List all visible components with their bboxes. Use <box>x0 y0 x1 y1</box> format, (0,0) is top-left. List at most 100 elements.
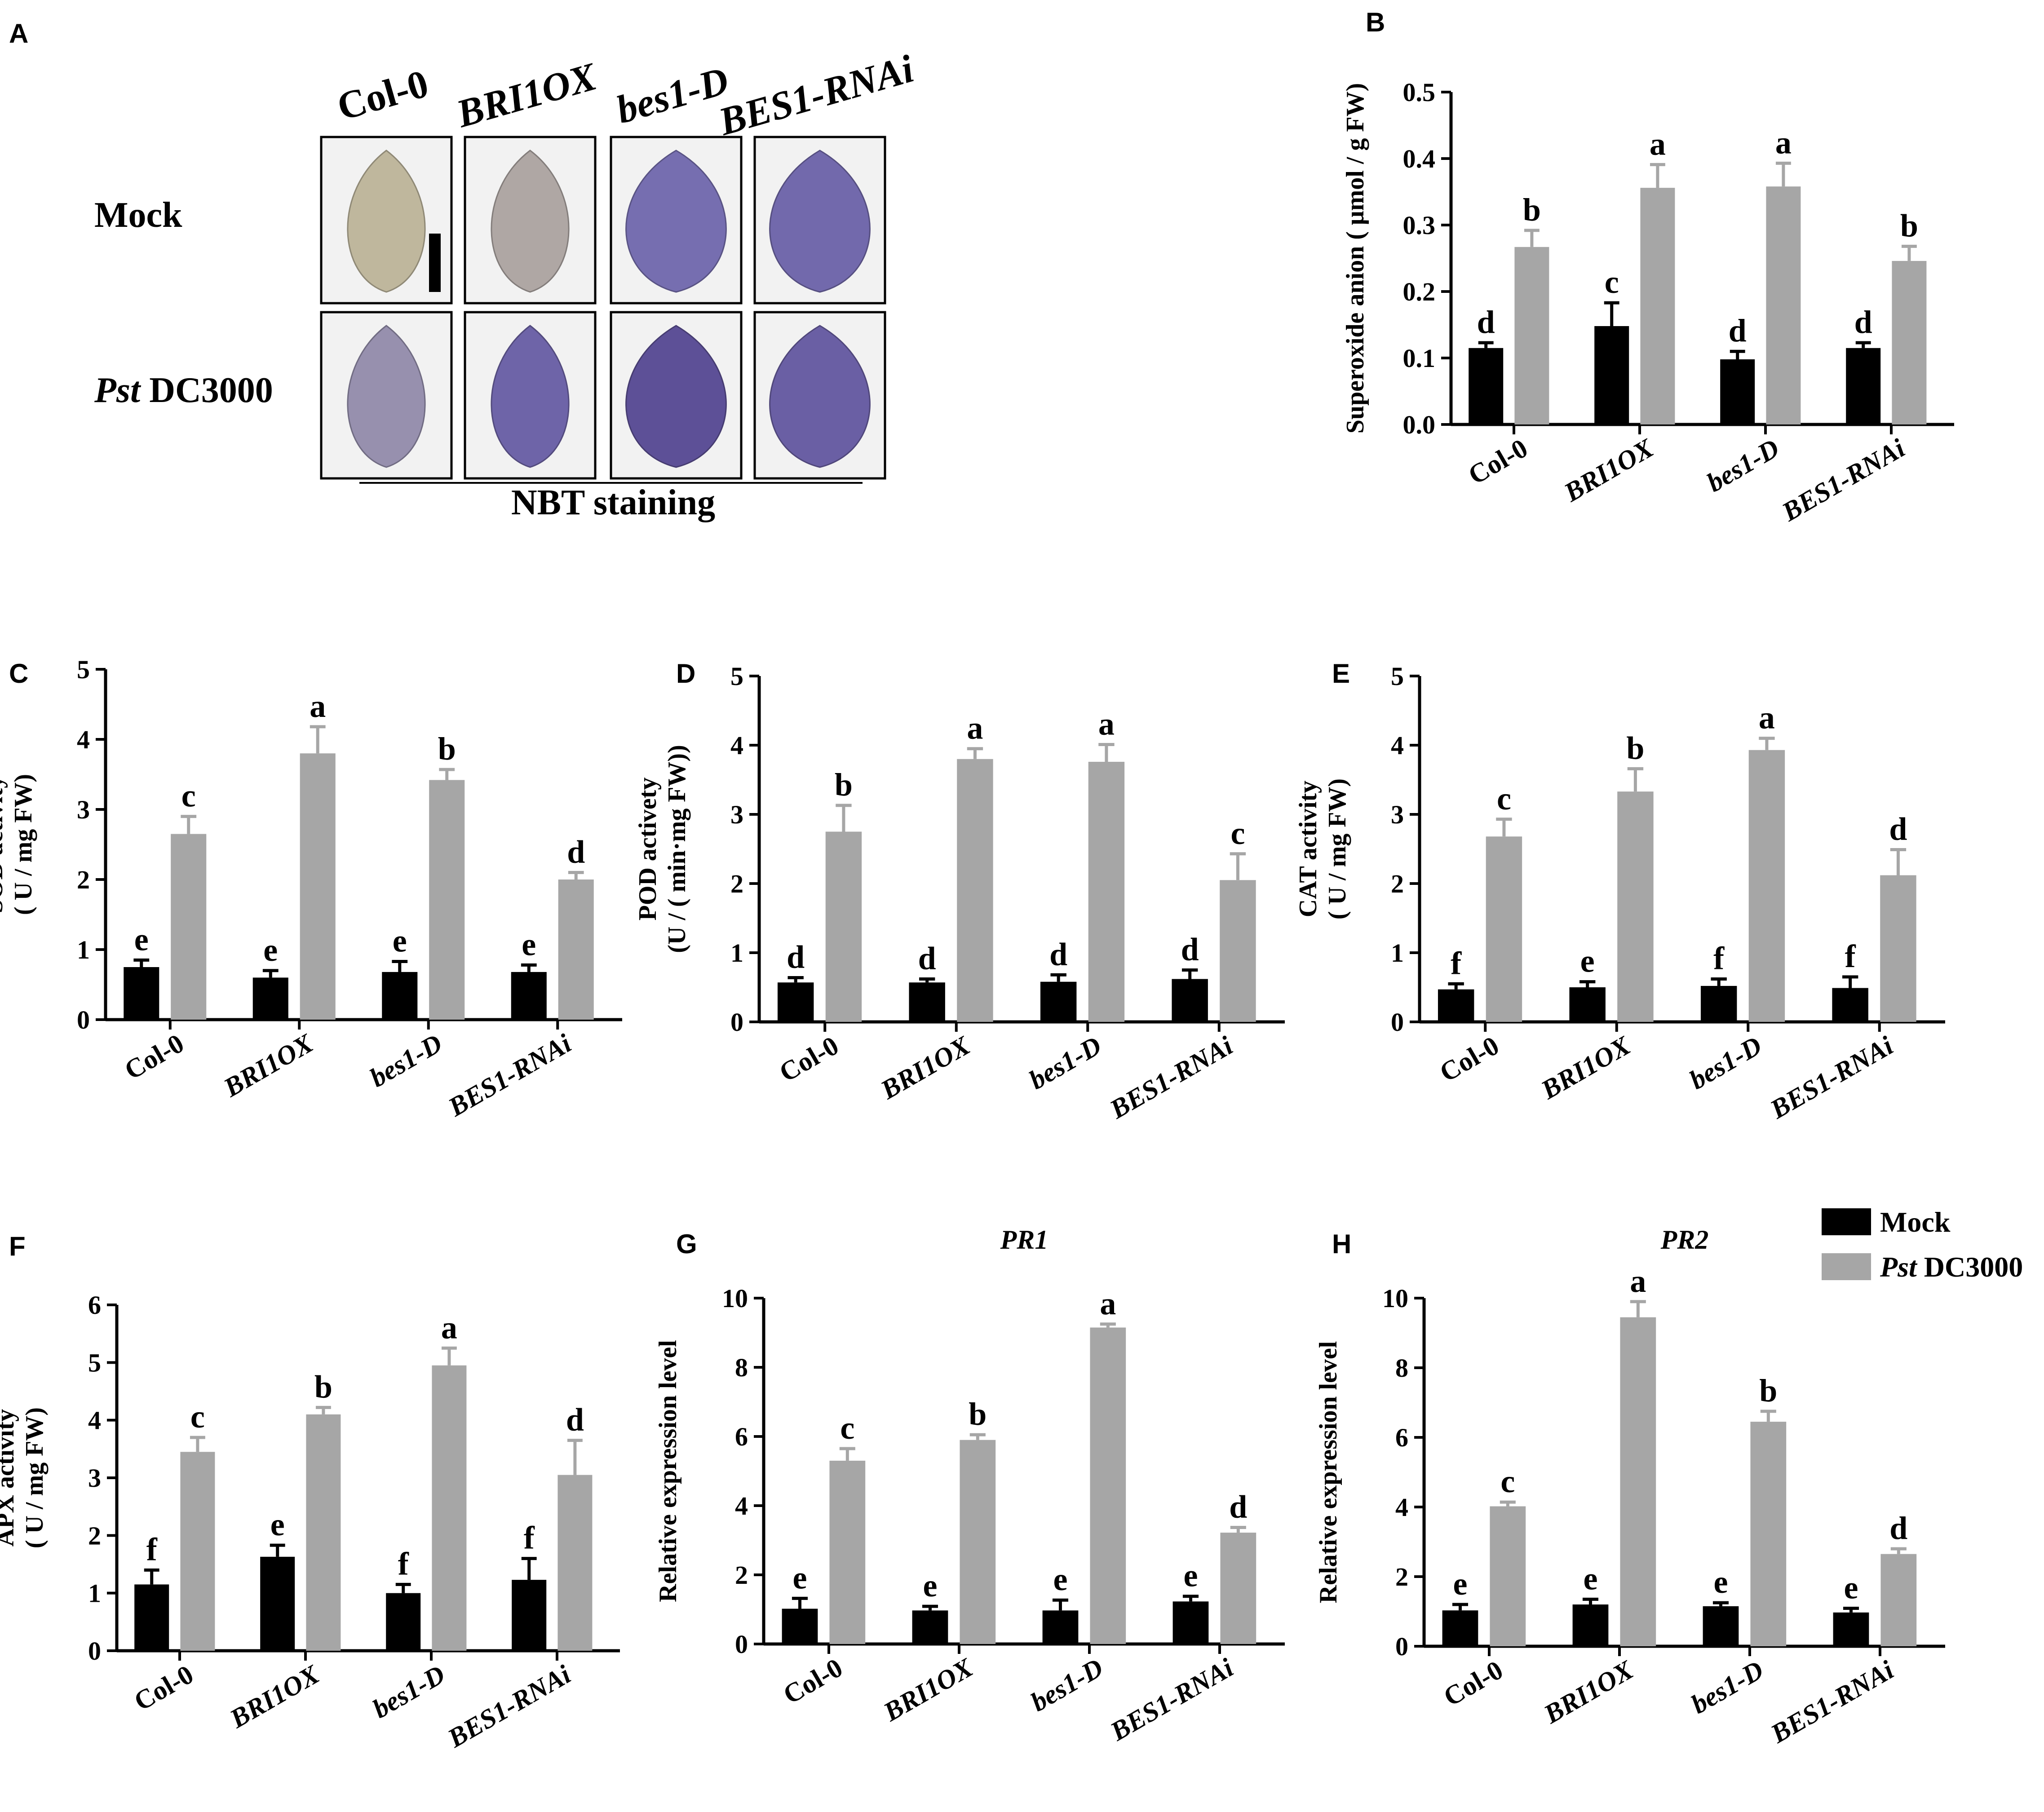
bar-pst-2 <box>1748 750 1785 1022</box>
x-tick-label: Col-0 <box>119 1028 189 1085</box>
bar-pst-1 <box>957 759 993 1022</box>
significance-letter: c <box>1500 1463 1515 1499</box>
y-axis-label: APX activity <box>0 1409 19 1547</box>
y-tick-label: 5 <box>1391 662 1404 691</box>
x-tick-label: BES1-RNAi <box>1777 433 1910 527</box>
significance-letter: b <box>1626 730 1644 766</box>
x-tick-label: BES1-RNAi <box>1105 1653 1239 1747</box>
significance-letter: b <box>969 1396 987 1432</box>
y-tick-label: 1 <box>88 1579 101 1608</box>
significance-letter: a <box>441 1309 457 1345</box>
significance-letter: a <box>1650 126 1666 162</box>
significance-letter: d <box>1889 811 1907 847</box>
y-tick-label: 6 <box>88 1290 101 1320</box>
y-tick-label: 0.4 <box>1403 144 1436 173</box>
x-tick-label: bes1-D <box>1686 1655 1768 1719</box>
significance-letter: e <box>522 926 536 962</box>
significance-letter: e <box>1580 943 1595 979</box>
bar-mock-0 <box>782 1609 818 1644</box>
y-tick-label: 2 <box>1395 1562 1408 1591</box>
row-label-text-0: Mock <box>94 195 182 235</box>
leaf-shape <box>769 325 871 468</box>
significance-letter: a <box>1759 700 1775 736</box>
chart-title: PR1 <box>1000 1225 1049 1255</box>
bar-pst-3 <box>1880 1554 1917 1646</box>
significance-letter: a <box>1775 124 1792 160</box>
x-tick-label: Col-0 <box>129 1659 198 1716</box>
x-tick-label: bes1-D <box>365 1028 447 1093</box>
panel-b: B 0.0 0.1 0.2 0.3 0.4 0.5 Superoxide anion ( μm… <box>1341 7 1954 527</box>
x-tick-label: BES1-RNAi <box>1105 1030 1238 1125</box>
bar-pst-1 <box>1640 188 1675 424</box>
genotype-header-0: Col-0 <box>332 62 433 129</box>
legend: Mock Pst DC3000 <box>1822 1206 2023 1283</box>
row-label-italic-1: Pst <box>94 371 142 410</box>
bar-mock-1 <box>1572 1604 1609 1646</box>
x-tick-label: BRI1OX <box>225 1659 325 1734</box>
bar-mock-3 <box>1172 979 1208 1022</box>
y-axis-label: CAT activity <box>1294 781 1322 917</box>
bar-pst-3 <box>1220 1533 1256 1644</box>
bar-pst-1 <box>960 1440 996 1644</box>
significance-letter: d <box>567 834 585 870</box>
bar-pst-2 <box>429 780 465 1020</box>
bar-pst-2 <box>1750 1422 1787 1646</box>
panel-d: D 0 1 2 3 4 5 POD activety (U / ( min·mg FW)) d b C… <box>634 659 1285 1124</box>
x-tick-label: BES1-RNAi <box>443 1028 576 1123</box>
significance-letter: c <box>1230 815 1245 851</box>
y-tick-label: 3 <box>730 800 743 829</box>
significance-letter: a <box>310 688 326 724</box>
significance-letter: c <box>181 778 196 814</box>
bar-mock-1 <box>912 1610 948 1644</box>
panel-g: G PR1 0 2 4 6 8 10 Relative expression level e c Co… <box>654 1225 1285 1746</box>
bar-mock-1 <box>252 977 288 1020</box>
panel-c: C 0 1 2 3 4 5 SOD activity( U / mg FW) e c Col-0 e a… <box>0 655 622 1122</box>
y-tick-label: 0 <box>1395 1632 1408 1661</box>
y-tick-label: 2 <box>1391 869 1404 898</box>
significance-letter: e <box>134 921 149 957</box>
y-tick-label: 0.5 <box>1403 78 1436 107</box>
significance-letter: e <box>1713 1564 1728 1600</box>
legend-label-mock: Mock <box>1880 1206 1951 1238</box>
bar-pst-3 <box>1220 880 1256 1022</box>
genotype-header-2: bes1-D <box>612 59 734 132</box>
genotype-header-1: BRI1OX <box>451 55 602 137</box>
bar-pst-1 <box>1620 1317 1656 1646</box>
leaf-shape <box>769 150 871 293</box>
significance-letter: f <box>1845 938 1856 974</box>
bar-pst-0 <box>829 1460 866 1644</box>
bar-mock-2 <box>382 972 418 1020</box>
y-axis-label: POD activety <box>634 778 662 921</box>
bar-mock-3 <box>511 972 547 1020</box>
significance-letter: e <box>393 923 407 959</box>
x-tick-label: Col-0 <box>774 1030 844 1087</box>
significance-letter: e <box>792 1560 807 1595</box>
significance-letter: e <box>1844 1570 1858 1606</box>
bar-mock-0 <box>124 967 159 1020</box>
significance-letter: b <box>1523 192 1541 228</box>
y-tick-label: 6 <box>1395 1423 1408 1452</box>
x-tick-label: BRI1OX <box>218 1028 319 1103</box>
significance-letter: d <box>918 941 936 977</box>
leaf-shape <box>491 150 570 293</box>
leaf-shape <box>491 325 570 468</box>
y-axis-label: Relative expression level <box>1314 1341 1342 1604</box>
genotype-header-3: BES1-RNAi <box>714 47 919 144</box>
leaf-shape <box>625 325 727 468</box>
significance-letter: d <box>1889 1510 1907 1546</box>
y-tick-label: 5 <box>88 1348 101 1377</box>
panel-letter-h: H <box>1332 1229 1351 1259</box>
significance-letter: d <box>1229 1489 1247 1525</box>
y-tick-label: 3 <box>77 795 90 824</box>
panel-letter-b: B <box>1366 7 1385 37</box>
significance-letter: f <box>146 1531 158 1567</box>
legend-swatch-pst <box>1822 1253 1871 1280</box>
x-tick-label: BRI1OX <box>1539 1654 1639 1729</box>
y-axis-label: (U / ( min·mg FW)) <box>663 745 691 953</box>
x-tick-label: bes1-D <box>1024 1030 1106 1095</box>
y-tick-label: 1 <box>1391 938 1404 968</box>
bar-mock-2 <box>1700 986 1737 1022</box>
significance-letter: c <box>190 1399 205 1435</box>
bar-mock-0 <box>1438 989 1474 1022</box>
